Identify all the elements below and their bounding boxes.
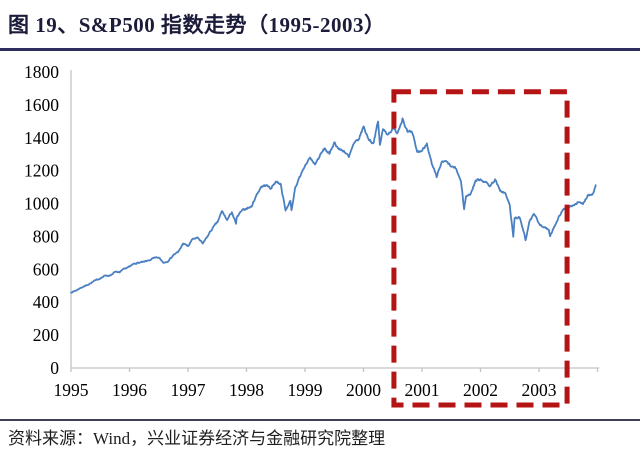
x-tick-label: 2002 [463,380,498,400]
chart-canvas: 1995 1996 1997 1998 1999 2000 2001 2002 2003 0 200… [24,62,600,408]
price-line [70,117,597,294]
y-tick-label: 1000 [24,194,59,214]
y-tick-label: 400 [33,292,60,312]
x-tick-label: 2000 [346,380,381,400]
x-tick-label: 1997 [171,380,206,400]
x-tick-label: 1996 [112,380,147,400]
y-tick-label: 1600 [24,95,59,115]
footer-divider [0,419,640,421]
y-tick-label: 800 [33,226,60,246]
figure-title: 图 19、S&P500 指数走势（1995-2003） [8,13,386,37]
y-tick-label: 1400 [24,128,59,148]
y-tick-label: 0 [50,358,59,378]
y-tick-label: 200 [33,325,60,345]
x-tick-label: 1998 [229,380,264,400]
y-tick-label: 600 [33,259,60,279]
highlight-box [391,89,570,408]
sp500-line-chart: 1995 1996 1997 1998 1999 2000 2001 2002 2003 0 200… [0,58,640,420]
x-tick-label: 1995 [54,380,89,400]
source-note: 资料来源：Wind，兴业证券经济与金融研究院整理 [8,429,386,448]
title-divider [0,48,640,51]
x-tick-label: 1999 [288,380,323,400]
y-tick-label: 1800 [24,62,59,82]
x-tick-label: 2001 [405,380,440,400]
x-tick-label: 2003 [522,380,557,400]
y-tick-label: 1200 [24,161,59,181]
